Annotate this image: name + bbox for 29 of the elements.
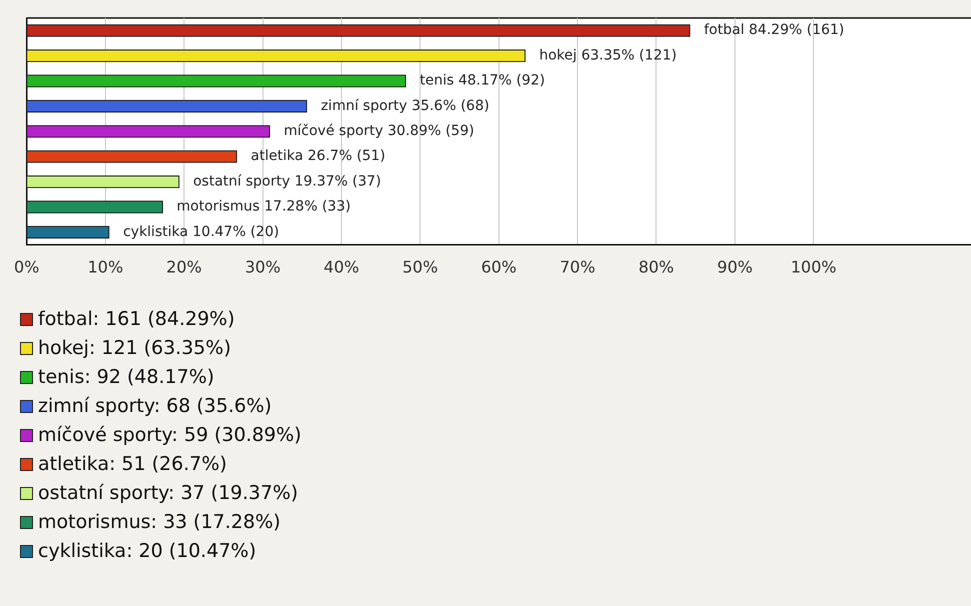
data-label: motorismus 17.28% (33) (176, 198, 351, 215)
legend-label: hokej: 121 (63.35%) (38, 336, 231, 361)
x-tick-label: 20% (166, 258, 202, 277)
x-tick-label: 10% (88, 258, 124, 277)
data-label: ostatní sporty 19.37% (37) (193, 173, 382, 190)
legend-label: ostatní sporty: 37 (19.37%) (38, 481, 298, 506)
data-label: tenis 48.17% (92) (420, 72, 545, 89)
legend-label: zimní sporty: 68 (35.6%) (38, 394, 272, 419)
data-label: fotbal 84.29% (161) (704, 22, 844, 38)
legend-label: atletika: 51 (26.7%) (38, 452, 227, 477)
legend-label: fotbal: 161 (84.29%) (38, 307, 235, 332)
legend-label: míčové sporty: 59 (30.89%) (38, 423, 302, 448)
x-tick-label: 60% (481, 258, 517, 277)
x-tick-label: 70% (560, 258, 596, 277)
x-tick-label: 30% (244, 258, 281, 277)
x-tick-label: 100% (790, 258, 836, 277)
data-label: cyklistika 10.47% (20) (123, 224, 280, 240)
data-label: atletika 26.7% (51) (250, 148, 386, 164)
legend-label: motorismus: 33 (17.28%) (38, 510, 281, 535)
x-tick-label: 90% (717, 258, 753, 277)
legend-label: tenis: 92 (48.17%) (38, 365, 214, 390)
data-label: zimní sporty 35.6% (68) (320, 98, 490, 114)
data-label: hokej 63.35% (121) (539, 47, 677, 64)
x-tick-label: 0% (14, 258, 40, 277)
x-tick-label: 80% (638, 258, 674, 277)
data-label: míčové sporty 30.89% (59) (284, 123, 474, 140)
x-tick-label: 40% (324, 258, 360, 277)
legend-label: cyklistika: 20 (10.47%) (38, 539, 256, 564)
x-tick-label: 50% (402, 258, 438, 277)
